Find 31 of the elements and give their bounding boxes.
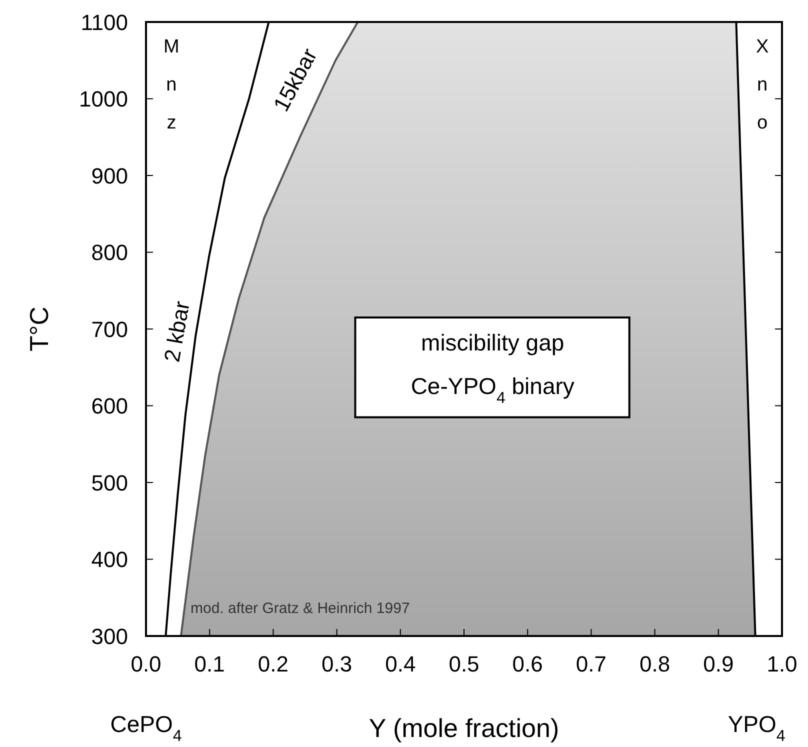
x-tick-label: 0.9 xyxy=(703,652,734,677)
annotation: Ce-YPO$_{4}$ binary xyxy=(410,373,575,407)
x-tick-label: 0.5 xyxy=(448,652,480,677)
annotation: Mnz xyxy=(164,36,180,134)
annotation: Xno xyxy=(756,36,769,134)
y-tick-label: 500 xyxy=(91,470,128,496)
text: YPO$_{4}$ xyxy=(728,711,786,744)
y-tick-label: 300 xyxy=(91,624,128,649)
x-tick-label: 0.6 xyxy=(512,652,543,677)
x-tick-label: 1.0 xyxy=(766,652,798,677)
y-tick-label: 600 xyxy=(91,394,128,419)
x-tick-label: 0.0 xyxy=(130,652,162,677)
x-tick-label: 0.1 xyxy=(194,652,225,677)
y-tick-label: 700 xyxy=(91,316,128,342)
y-tick-label: 1100 xyxy=(80,10,128,35)
y-tick-label: 1000 xyxy=(79,86,128,112)
y-axis-title: T°C xyxy=(24,306,54,352)
text: CePO$_{4}$ xyxy=(110,711,182,744)
annotation: miscibility gap xyxy=(421,329,564,356)
text: 2 kbar xyxy=(159,299,194,364)
x-tick-label: 0.3 xyxy=(322,652,352,677)
x-axis-title: Y (mole fraction) xyxy=(368,713,560,743)
x-tick-label: 0.2 xyxy=(258,652,288,677)
y-tick-label: 900 xyxy=(91,163,128,188)
x-tick-label: 0.8 xyxy=(640,652,670,677)
x-tick-label: 0.4 xyxy=(385,652,416,677)
text-box: miscibility gap Ce-YPO$_{4}$ binary xyxy=(354,316,630,418)
y-tick-label: 800 xyxy=(91,240,128,266)
x-tick-label: 0.7 xyxy=(576,652,606,677)
annotation: mod. after Gratz & Heinrich 1997 xyxy=(190,600,410,617)
y-tick-label: 400 xyxy=(91,547,128,572)
